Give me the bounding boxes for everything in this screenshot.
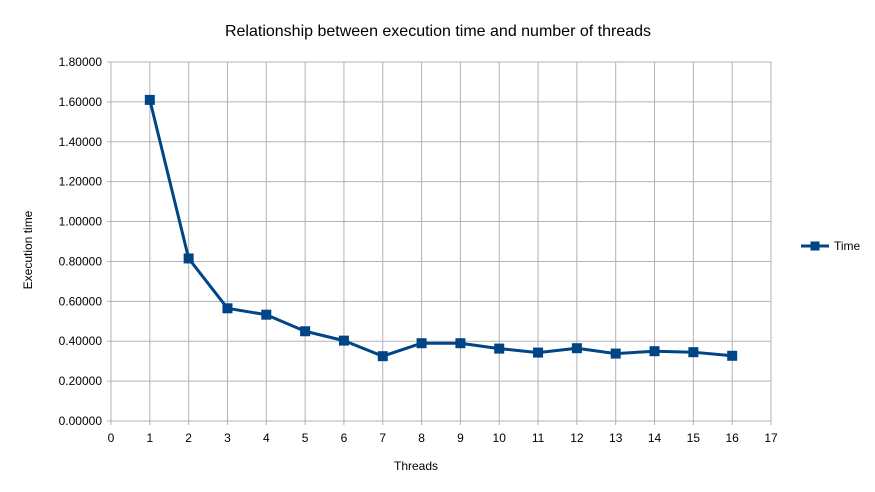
x-tick-label: 9: [457, 431, 464, 445]
y-tick-label: 0.80000: [59, 254, 103, 268]
data-point: [222, 303, 233, 314]
x-tick-label: 12: [570, 431, 584, 445]
data-point: [727, 350, 738, 361]
y-tick-label: 0.40000: [59, 334, 103, 348]
data-point: [533, 347, 544, 358]
legend: Time: [801, 239, 861, 253]
y-tick-label: 1.20000: [59, 175, 103, 189]
x-tick-label: 17: [764, 431, 778, 445]
y-tick-labels: 0.00000 0.20000 0.40000 0.60000 0.80000 1.000…: [59, 55, 103, 428]
x-tick-label: 4: [263, 431, 270, 445]
x-tick-label: 16: [725, 431, 739, 445]
data-point: [571, 343, 582, 354]
data-point: [300, 326, 311, 337]
y-tick-label: 0.20000: [59, 374, 103, 388]
legend-label-time: Time: [834, 239, 861, 253]
series-time: [144, 94, 738, 362]
y-tick-label: 1.40000: [59, 135, 103, 149]
x-tick-label: 5: [302, 431, 309, 445]
data-point: [688, 347, 699, 358]
data-point: [610, 348, 621, 359]
x-tick-label: 1: [146, 431, 153, 445]
data-point: [338, 335, 349, 346]
y-tick-label: 1.80000: [59, 55, 103, 69]
grid: [107, 61, 772, 425]
x-tick-label: 15: [687, 431, 701, 445]
x-tick-label: 8: [418, 431, 425, 445]
x-axis-title: Threads: [394, 459, 438, 473]
data-point: [183, 253, 194, 264]
x-tick-label: 2: [185, 431, 192, 445]
data-point: [494, 343, 505, 354]
data-point: [416, 338, 427, 349]
data-point: [377, 351, 388, 362]
plot-area: [110, 61, 772, 422]
y-tick-label: 1.60000: [59, 95, 103, 109]
y-axis-title: Execution time: [21, 210, 35, 289]
legend-marker: [810, 241, 820, 251]
y-tick-label: 1.00000: [59, 215, 103, 229]
x-tick-label: 0: [108, 431, 115, 445]
y-tick-label: 0.60000: [59, 294, 103, 308]
x-tick-label: 14: [648, 431, 662, 445]
x-tick-labels: 0 1 2 3 4 5 6 7 8 9 10 11 12 13 14 15 16 17: [108, 431, 778, 445]
y-tick-label: 0.00000: [59, 414, 103, 428]
series-line: [148, 99, 733, 358]
chart-title: Relationship between execution time and …: [225, 23, 651, 40]
x-tick-label: 6: [341, 431, 348, 445]
data-point: [455, 338, 466, 349]
data-point: [261, 309, 272, 320]
data-point: [144, 94, 155, 105]
x-tick-label: 10: [493, 431, 507, 445]
x-tick-label: 7: [379, 431, 386, 445]
x-tick-label: 11: [532, 431, 545, 445]
x-tick-label: 3: [224, 431, 231, 445]
x-tick-label: 13: [609, 431, 623, 445]
data-point: [649, 346, 660, 357]
